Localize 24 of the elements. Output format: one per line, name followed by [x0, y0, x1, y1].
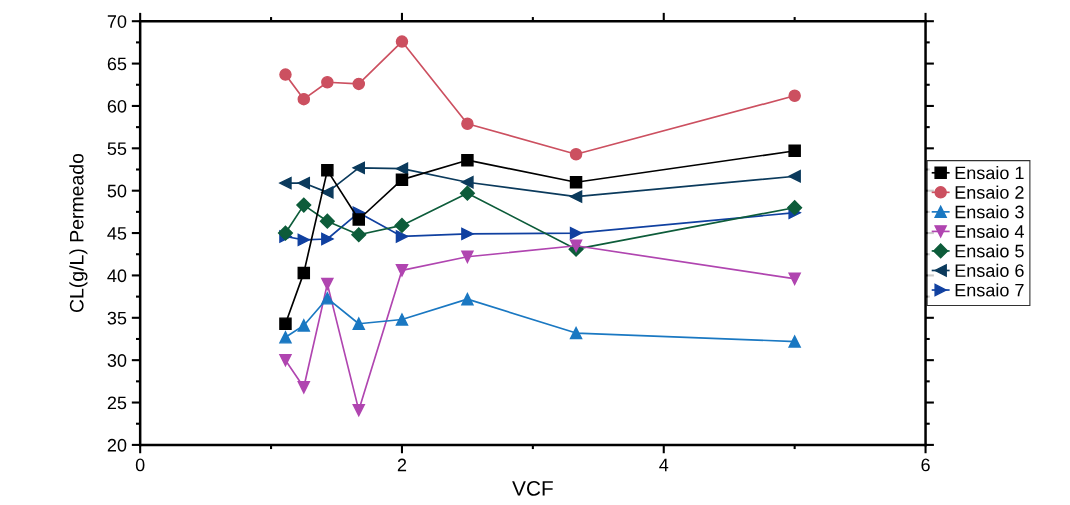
y-tick-label: 40: [107, 269, 127, 283]
x-tick-label: 4: [659, 458, 669, 472]
y-tick-label: 50: [107, 184, 127, 198]
y-tick-label: 20: [107, 438, 127, 452]
x-tick-label: 2: [397, 458, 407, 472]
legend-label: Ensaio 7: [955, 283, 1024, 297]
y-tick-label: 60: [107, 99, 127, 113]
y-tick-label: 35: [107, 311, 127, 325]
legend-label: Ensaio 2: [955, 185, 1024, 199]
y-tick-label: 30: [107, 354, 127, 367]
x-tick-label: 6: [921, 458, 930, 472]
y-tick-label: 70: [107, 15, 127, 28]
legend-label: Ensaio 1: [955, 166, 1024, 180]
legend-label: Ensaio 6: [955, 263, 1024, 277]
legend-label: Ensaio 4: [955, 224, 1024, 238]
y-tick-label: 55: [107, 142, 127, 156]
x-tick-label: 0: [135, 458, 145, 472]
legend-label: Ensaio 5: [955, 244, 1024, 258]
legend-label: Ensaio 3: [955, 205, 1024, 219]
y-axis-title: CL(g/L) Permeado: [69, 153, 88, 313]
x-axis-title: VCF: [512, 481, 553, 496]
y-tick-label: 45: [107, 227, 127, 240]
y-tick-label: 65: [107, 57, 127, 71]
y-tick-label: 25: [107, 396, 127, 410]
